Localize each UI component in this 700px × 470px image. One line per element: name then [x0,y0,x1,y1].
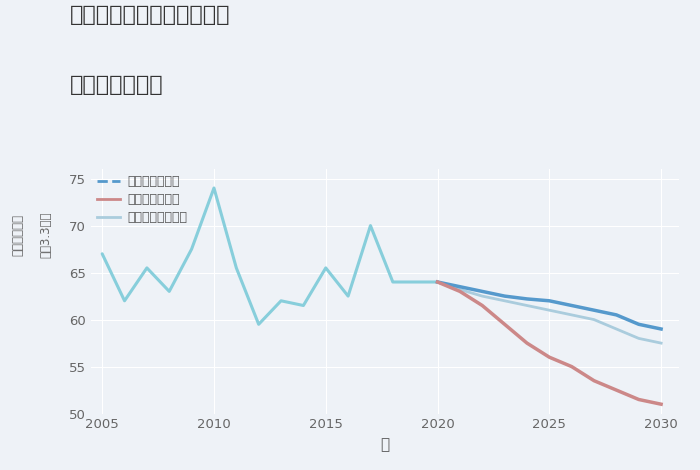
Text: 単価（万円）: 単価（万円） [11,214,24,256]
X-axis label: 年: 年 [380,437,390,452]
Text: 神奈川県伊勢原市上粕屋の: 神奈川県伊勢原市上粕屋の [70,5,230,25]
Text: 土地の価格推移: 土地の価格推移 [70,75,164,95]
Legend: グッドシナリオ, バッドシナリオ, ノーマルシナリオ: グッドシナリオ, バッドシナリオ, ノーマルシナリオ [97,175,188,225]
Text: 坪（3.3㎡）: 坪（3.3㎡） [39,212,52,258]
